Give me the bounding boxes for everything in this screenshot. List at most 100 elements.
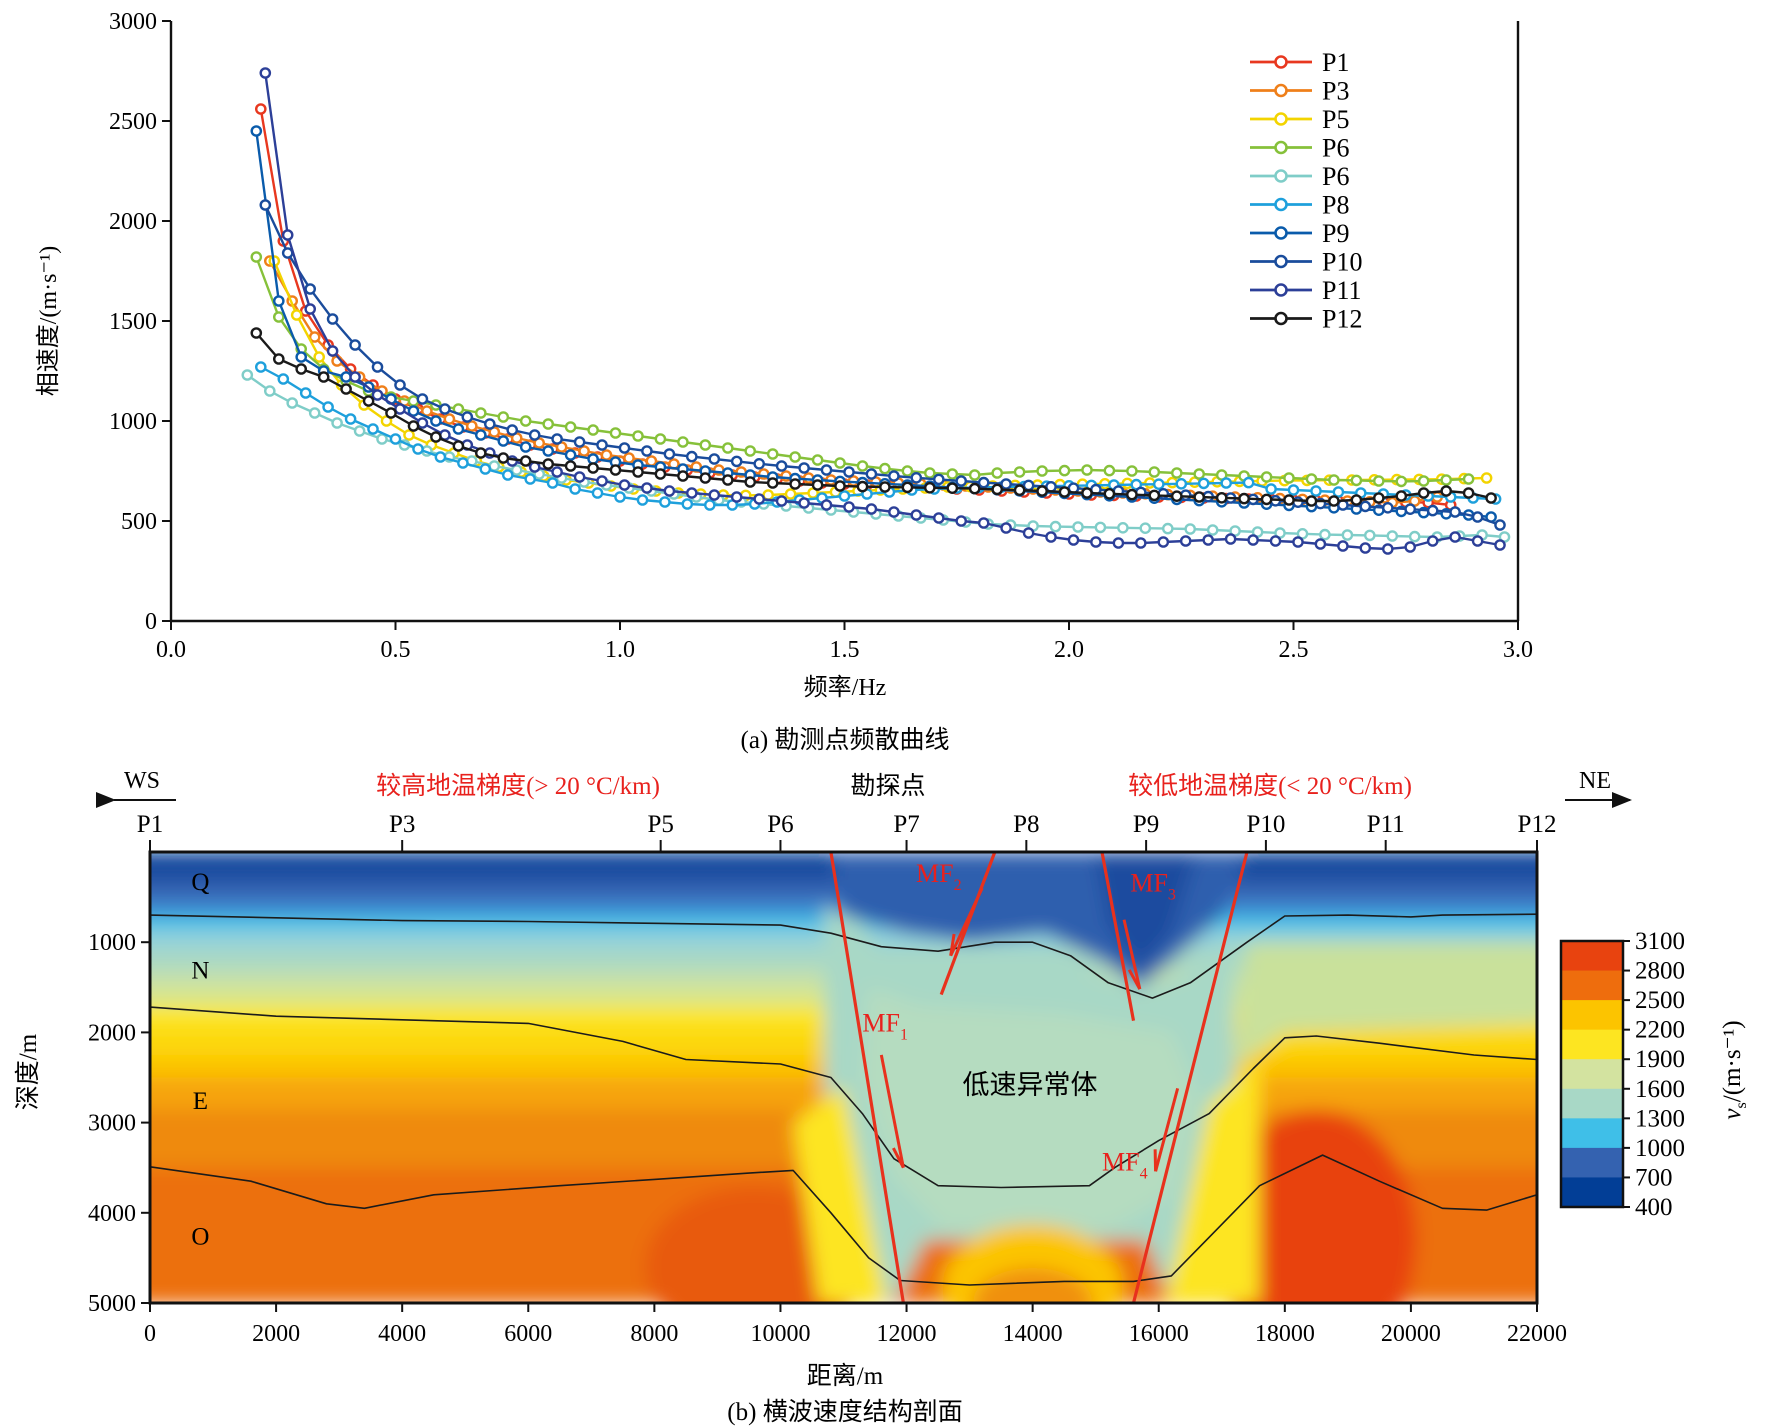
axes: 0.0 0.5 1.0 1.5 2.0 2.5 3.0 0 500 1000 1500 2000 250…	[109, 9, 1533, 663]
data-point	[1382, 501, 1394, 514]
data-point	[272, 295, 285, 307]
layer-boundary	[150, 913, 1537, 999]
colorbar-bin	[1561, 1088, 1623, 1119]
data-point	[371, 389, 384, 401]
data-point	[722, 442, 734, 454]
data-point	[699, 439, 712, 451]
station-label: P12	[1518, 811, 1557, 838]
data-point	[564, 449, 577, 461]
station-label: P11	[1367, 811, 1405, 838]
fault-arrow-head-icon	[1127, 969, 1142, 990]
data-point	[1171, 490, 1183, 503]
data-point	[811, 479, 824, 491]
data-point	[1395, 475, 1408, 488]
y-tick-label: 0	[145, 609, 157, 635]
legend-label: P6	[1322, 134, 1349, 163]
stratum-label: Q	[191, 869, 209, 896]
colorbar-tick-label: 1000	[1635, 1135, 1685, 1162]
data-point	[1058, 464, 1071, 477]
data-point	[407, 395, 420, 407]
data-point	[879, 481, 891, 493]
colorbar-tick-label: 400	[1635, 1194, 1673, 1221]
fault-subscript: 4	[1140, 1165, 1148, 1182]
data-point	[250, 125, 263, 137]
x-tick-label: 20000	[1381, 1321, 1441, 1347]
data-point	[924, 481, 936, 494]
fault-label: MF1	[862, 1008, 908, 1043]
fault-arrow-head-icon	[949, 933, 956, 956]
data-point	[1328, 474, 1340, 486]
data-point	[888, 506, 900, 518]
data-point	[524, 473, 537, 485]
data-point	[955, 475, 968, 487]
fault-name: MF	[1130, 869, 1168, 898]
data-point	[766, 448, 779, 460]
east-green-zone	[1234, 942, 1537, 1069]
data-point	[308, 407, 321, 419]
data-point	[1462, 487, 1475, 499]
data-point	[1494, 539, 1506, 551]
data-point	[1359, 542, 1372, 554]
colorbar-bin	[1561, 941, 1623, 972]
data-point	[564, 460, 577, 472]
data-point	[461, 411, 474, 423]
data-point	[1395, 490, 1408, 502]
data-point	[1045, 531, 1057, 543]
data-point	[766, 477, 779, 489]
data-point	[331, 417, 343, 429]
data-point	[596, 439, 608, 451]
colorbar-bin	[1561, 1177, 1623, 1208]
data-point	[430, 415, 442, 427]
data-point	[1440, 474, 1452, 486]
data-point	[1022, 527, 1035, 539]
x-tick-label: 22000	[1507, 1321, 1567, 1347]
data-point	[820, 499, 833, 511]
anomaly-label: 低速异常体	[963, 1070, 1098, 1100]
series-line	[259, 108, 1451, 507]
data-point	[403, 429, 415, 441]
data-point	[1081, 487, 1093, 499]
colorbar-bin	[1561, 1000, 1623, 1031]
data-point	[1462, 473, 1475, 485]
data-point	[1000, 478, 1012, 490]
data-point	[753, 493, 766, 505]
series-p6-4	[241, 369, 1511, 543]
data-point	[434, 451, 447, 463]
data-point	[344, 413, 357, 425]
data-point	[933, 512, 945, 524]
data-point	[1049, 520, 1062, 533]
data-point	[955, 515, 968, 527]
strata-labels: Q N E O	[191, 869, 209, 1250]
legend-label: P6	[1322, 162, 1349, 191]
y-axis-label: 相速度/(m·s⁻¹)	[35, 246, 62, 397]
data-point	[1310, 485, 1322, 497]
data-point	[1408, 530, 1421, 543]
data-point	[744, 445, 757, 457]
legend-item: P6	[1250, 134, 1349, 163]
data-point	[1117, 522, 1129, 534]
data-point	[564, 421, 577, 433]
data-point	[349, 371, 361, 383]
x-tick-label: 16000	[1129, 1321, 1189, 1347]
colorbar-tick-label: 3100	[1635, 928, 1685, 955]
data-point	[1341, 529, 1354, 541]
data-point	[1126, 488, 1138, 501]
data-point	[304, 303, 317, 315]
data-point	[1292, 496, 1304, 509]
x-tick-label: 0.0	[156, 637, 186, 663]
data-point	[371, 361, 384, 373]
data-point	[632, 430, 644, 442]
colorbar-tick-label: 1900	[1635, 1046, 1685, 1073]
stratum-label: E	[193, 1088, 208, 1115]
series-p11-8	[259, 67, 1506, 555]
section-axes: 0 2000 4000 6000 8000 10000 12000 14000 16000 180…	[88, 930, 1567, 1347]
data-point	[362, 395, 375, 407]
data-point	[708, 489, 721, 501]
data-point	[591, 487, 604, 499]
deep-high-velocity-core	[972, 1268, 1093, 1303]
data-point	[1206, 524, 1219, 536]
x-tick-label: 10000	[750, 1321, 810, 1347]
low-gradient-label: 较低地温梯度(< 20 °C/km)	[1128, 772, 1412, 800]
data-point	[1287, 484, 1300, 496]
legend-item: P1	[1250, 48, 1349, 77]
